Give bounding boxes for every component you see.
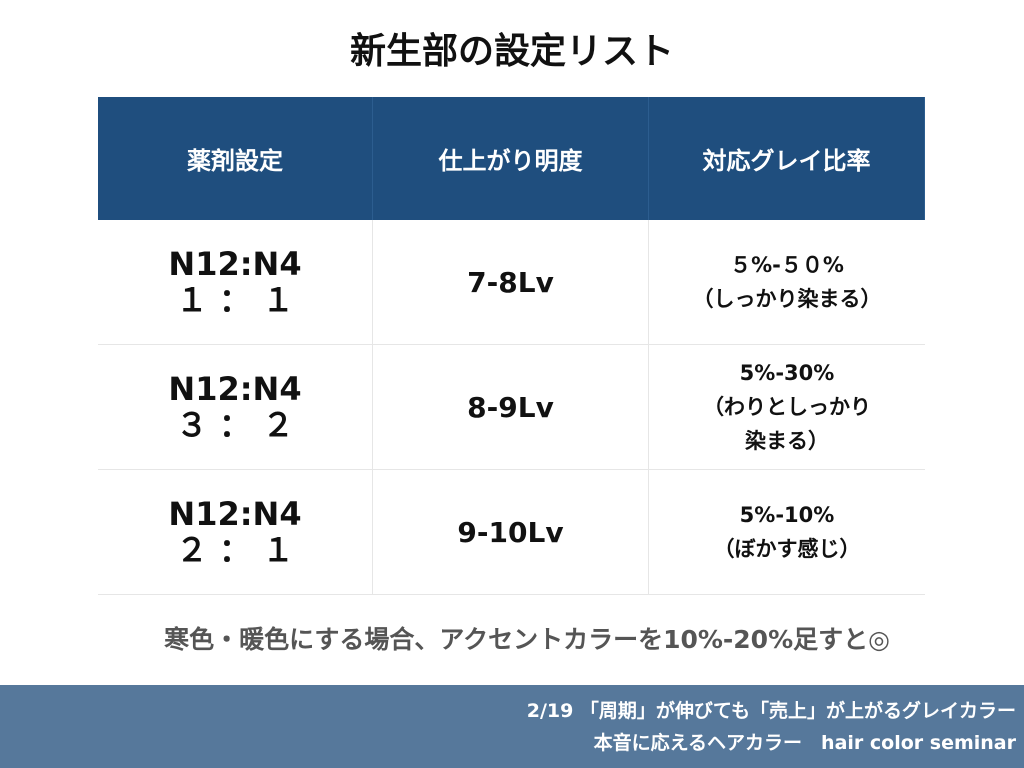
table-cell: ５%-５０% （しっかり染まる）: [649, 220, 925, 344]
cell-line: N12:N4: [168, 495, 302, 533]
cell-line: 5%-30%: [739, 361, 835, 385]
cell-line: ３ ： ２: [175, 406, 295, 444]
cell-line: 5%-10%: [739, 503, 835, 527]
table-cell: 7-8Lv: [373, 220, 649, 344]
cell-line: 染まる）: [745, 429, 829, 453]
cell-line: N12:N4: [168, 245, 302, 283]
cell-line: （ぼかす感じ）: [713, 537, 861, 561]
cell-line: 9-10Lv: [457, 515, 564, 549]
header-row: 薬剤設定 仕上がり明度 対応グレイ比率: [98, 97, 925, 220]
footer-line: 本音に応えるヘアカラー hair color seminar: [593, 732, 1016, 754]
header-cell: 仕上がり明度: [373, 97, 649, 220]
cell-line: （しっかり染まる）: [692, 287, 882, 311]
table-cell: 5%-10% （ぼかす感じ）: [649, 470, 925, 594]
title: 新生部の設定リスト: [349, 31, 674, 72]
table-row: N12:N4 ３ ： ２ 8-9Lv 5%-30% （わりとしっかり 染まる）: [98, 345, 925, 470]
table-cell: 9-10Lv: [373, 470, 649, 594]
cell-line: 8-9Lv: [467, 390, 554, 424]
header-cell: 薬剤設定: [98, 97, 373, 220]
cell-line: １ ： １: [175, 281, 295, 319]
table-cell: N12:N4 ２ ： １: [98, 470, 373, 594]
note: 寒色・暖色にする場合、アクセントカラーを10%-20%足すと◎: [164, 625, 890, 654]
table-cell: 8-9Lv: [373, 345, 649, 469]
footer-line: 2/19 「周期」が伸びても「売上」が上がるグレイカラー: [526, 700, 1016, 722]
header-cell: 対応グレイ比率: [649, 97, 925, 220]
cell-line: ２ ： １: [175, 531, 295, 569]
cell-line: 7-8Lv: [467, 265, 554, 299]
table-row: N12:N4 ２ ： １ 9-10Lv 5%-10% （ぼかす感じ）: [98, 470, 925, 595]
table-cell: N12:N4 １ ： １: [98, 220, 373, 344]
cell-line: N12:N4: [168, 370, 302, 408]
table-row: N12:N4 １ ： １ 7-8Lv ５%-５０% （しっかり染まる）: [98, 220, 925, 345]
footer: 2/19 「周期」が伸びても「売上」が上がるグレイカラー本音に応えるヘアカラー …: [0, 685, 1024, 768]
table: 薬剤設定 仕上がり明度 対応グレイ比率 N12:N4 １ ： １ 7-8Lv ５%-５０% （…: [98, 97, 925, 595]
cell-line: ５%-５０%: [730, 253, 844, 277]
cell-line: （わりとしっかり: [703, 395, 871, 419]
table-cell: 5%-30% （わりとしっかり 染まる）: [649, 345, 925, 469]
table-cell: N12:N4 ３ ： ２: [98, 345, 373, 469]
